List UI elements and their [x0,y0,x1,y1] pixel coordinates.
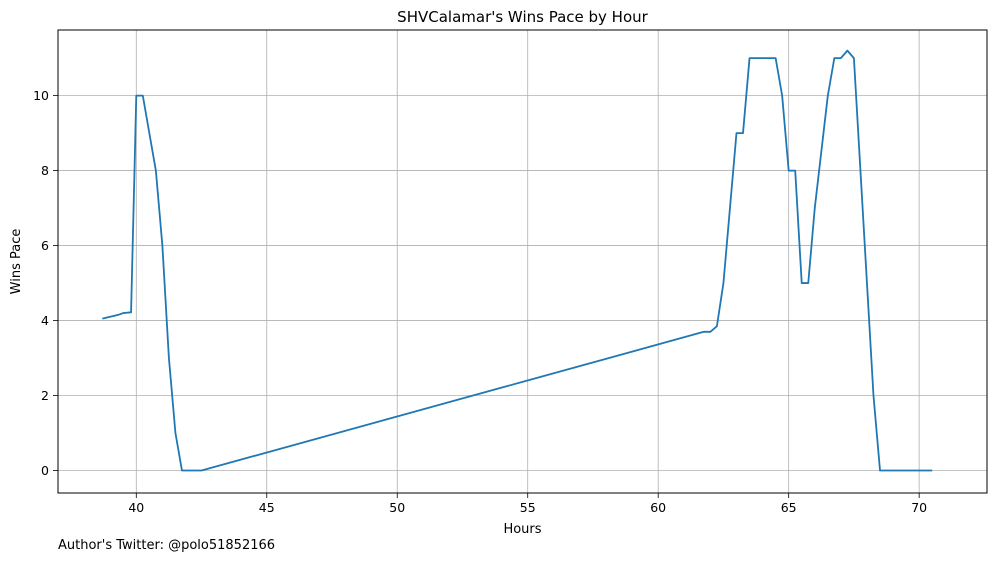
x-tick-label: 55 [520,500,536,515]
x-tick-label: 40 [128,500,144,515]
x-tick-label: 45 [259,500,275,515]
y-tick-label: 4 [41,313,49,328]
x-axis-title: Hours [503,522,541,537]
y-axis-title: Wins Pace [9,229,24,295]
series-line [102,49,933,472]
plot-frame [57,29,988,494]
y-tick-label: 10 [33,88,49,103]
y-tick-label: 8 [41,163,49,178]
chart-title: SHVCalamar's Wins Pace by Hour [397,8,648,26]
tick-labels: 40 45 50 55 60 65 70 0 2 4 6 8 10 [33,88,927,515]
ticks [53,95,920,498]
x-tick-label: 65 [781,500,797,515]
x-tick-label: 70 [911,500,927,515]
y-tick-label: 0 [41,463,49,478]
grid [58,30,987,493]
author-twitter-note: Author's Twitter: @polo51852166 [58,538,276,553]
x-tick-label: 60 [650,500,666,515]
y-tick-label: 2 [41,388,49,403]
x-tick-label: 50 [389,500,405,515]
y-tick-label: 6 [41,238,49,253]
